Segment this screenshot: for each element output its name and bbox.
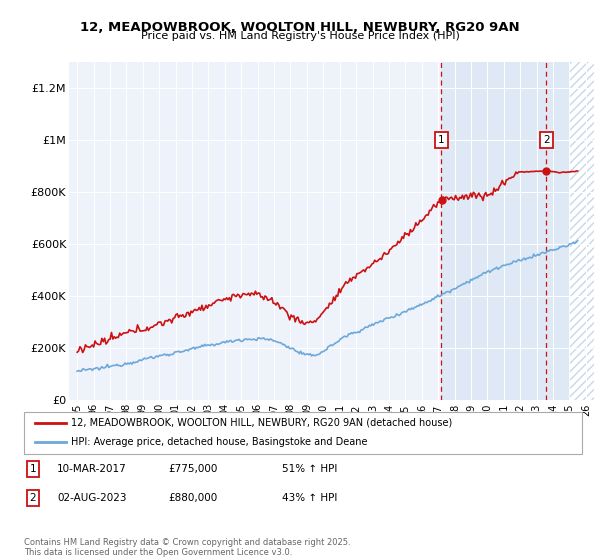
- Text: 2: 2: [543, 135, 550, 145]
- Text: 2: 2: [29, 493, 37, 503]
- Bar: [442, 62, 569, 400]
- Text: 51% ↑ HPI: 51% ↑ HPI: [282, 464, 337, 474]
- Bar: [569, 62, 600, 400]
- Text: HPI: Average price, detached house, Basingstoke and Deane: HPI: Average price, detached house, Basi…: [71, 437, 368, 447]
- Text: 10-MAR-2017: 10-MAR-2017: [57, 464, 127, 474]
- Text: Price paid vs. HM Land Registry's House Price Index (HPI): Price paid vs. HM Land Registry's House …: [140, 31, 460, 41]
- Text: £775,000: £775,000: [168, 464, 217, 474]
- Text: £880,000: £880,000: [168, 493, 217, 503]
- FancyBboxPatch shape: [24, 412, 582, 454]
- Text: 1: 1: [29, 464, 37, 474]
- Text: 12, MEADOWBROOK, WOOLTON HILL, NEWBURY, RG20 9AN (detached house): 12, MEADOWBROOK, WOOLTON HILL, NEWBURY, …: [71, 418, 452, 428]
- Text: 12, MEADOWBROOK, WOOLTON HILL, NEWBURY, RG20 9AN: 12, MEADOWBROOK, WOOLTON HILL, NEWBURY, …: [80, 21, 520, 34]
- Text: 02-AUG-2023: 02-AUG-2023: [57, 493, 127, 503]
- Bar: [569, 62, 600, 400]
- Text: Contains HM Land Registry data © Crown copyright and database right 2025.
This d: Contains HM Land Registry data © Crown c…: [24, 538, 350, 557]
- Text: 43% ↑ HPI: 43% ↑ HPI: [282, 493, 337, 503]
- Text: 1: 1: [438, 135, 445, 145]
